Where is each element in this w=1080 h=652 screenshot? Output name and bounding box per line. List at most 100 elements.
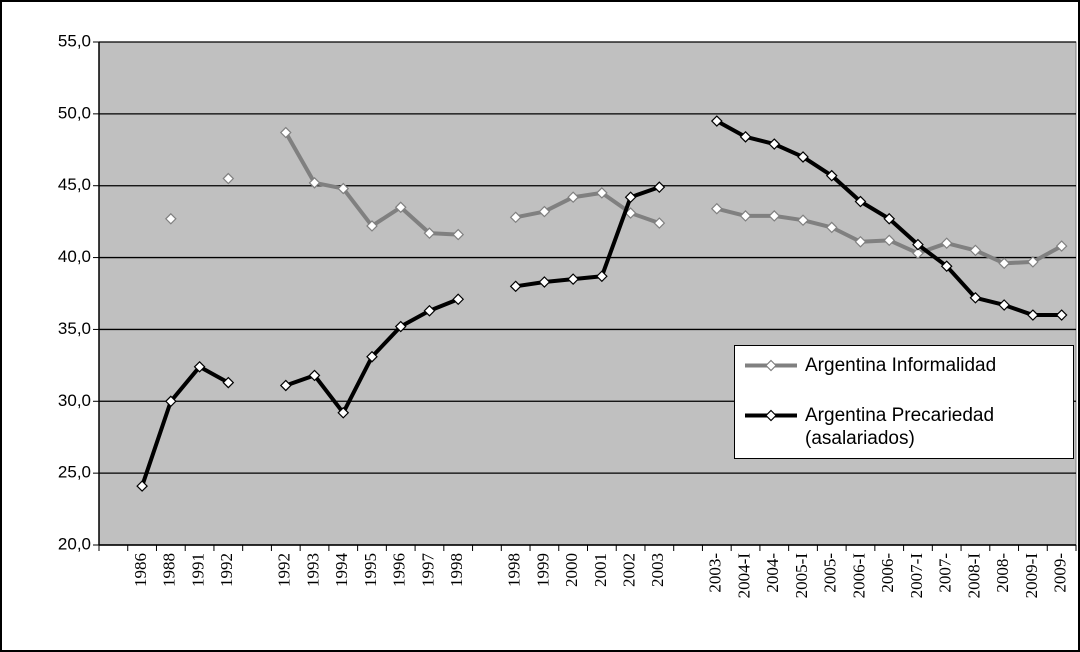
x-tick-label: 1993 — [303, 553, 322, 587]
x-tick-label: 2006- — [878, 553, 897, 593]
x-tick-label: 1992 — [217, 553, 236, 587]
point-marker — [768, 138, 781, 150]
point-marker — [653, 181, 666, 193]
point-marker — [912, 238, 924, 251]
x-tick-label: 2006-I — [849, 553, 868, 599]
x-tick-label: 1992 — [275, 553, 294, 587]
legend-swatch — [745, 409, 797, 422]
point-marker — [394, 320, 407, 333]
y-tick-label: 45,0 — [58, 175, 91, 194]
point-marker — [279, 379, 292, 392]
legend-marker — [765, 409, 777, 422]
y-tick-label: 40,0 — [58, 247, 91, 266]
point-marker — [797, 151, 809, 163]
point-marker — [423, 227, 436, 239]
point-marker — [710, 202, 723, 215]
x-tick-label: 2007- — [936, 553, 955, 593]
x-tick-label: 2001 — [591, 553, 610, 587]
point-marker — [164, 395, 177, 408]
point-marker — [768, 210, 781, 222]
y-tick-label: 30,0 — [58, 391, 91, 410]
x-tick-label: 1999 — [533, 553, 552, 587]
point-marker — [136, 480, 148, 492]
point-marker — [596, 270, 608, 283]
x-tick-label: 2003- — [706, 553, 725, 593]
point-marker — [825, 221, 838, 234]
point-marker — [969, 291, 982, 304]
x-tick-label: 1986 — [131, 553, 150, 587]
point-marker — [998, 257, 1011, 270]
legend-label: Argentina Informalidad — [805, 355, 997, 376]
point-marker — [1055, 309, 1068, 321]
point-marker — [222, 172, 235, 185]
x-tick-label: 2009- — [1051, 553, 1070, 593]
point-marker — [452, 228, 465, 241]
point-marker — [366, 220, 378, 232]
point-marker — [998, 299, 1011, 311]
plot-area — [98, 41, 1077, 546]
y-tick-label: 35,0 — [58, 319, 91, 338]
point-marker — [193, 360, 206, 373]
x-tick-label: 2003 — [648, 553, 667, 587]
x-tick-label: 1996 — [390, 553, 409, 587]
point-marker — [797, 214, 809, 227]
point-marker — [883, 212, 896, 225]
point-marker — [596, 187, 608, 199]
x-tick-label: 1988 — [160, 553, 179, 587]
x-tick-label: 1998 — [447, 553, 466, 587]
x-tick-label: 2002 — [620, 553, 639, 587]
point-marker — [222, 376, 235, 389]
legend-label: Argentina Precariedad (asalariados) — [805, 405, 995, 449]
point-marker — [366, 350, 378, 363]
point-marker — [710, 115, 723, 127]
x-tick-label: 2008- — [993, 553, 1012, 593]
point-marker — [624, 191, 637, 204]
x-tick-label: 1997 — [418, 553, 437, 588]
point-marker — [308, 369, 321, 382]
legend-item: Argentina Informalidad — [743, 354, 1067, 377]
point-marker — [337, 182, 350, 195]
point-marker — [940, 237, 953, 250]
point-marker — [164, 212, 177, 225]
point-marker — [538, 276, 551, 288]
x-tick-label: 1998 — [505, 553, 524, 587]
point-marker — [883, 234, 896, 247]
legend-swatch — [745, 359, 797, 372]
point-marker — [854, 235, 867, 248]
point-marker — [825, 169, 838, 182]
x-tick-label: 2009-I — [1022, 553, 1041, 599]
point-marker — [509, 211, 522, 224]
x-tick-label: 1995 — [361, 553, 380, 587]
point-marker — [509, 280, 522, 293]
x-tick-label: 1994 — [332, 553, 351, 588]
legend-item: Argentina Precariedad (asalariados) — [743, 404, 1067, 450]
x-tick-label: 2000 — [562, 553, 581, 587]
point-marker — [337, 406, 350, 419]
point-marker — [423, 304, 436, 317]
point-marker — [1027, 309, 1039, 321]
legend: Argentina Informalidad Argentina Precarie… — [734, 345, 1074, 459]
point-marker — [1027, 256, 1039, 268]
x-tick-label: 2007-I — [907, 553, 926, 599]
point-marker — [452, 293, 465, 306]
point-marker — [653, 217, 666, 229]
y-tick-label: 25,0 — [58, 463, 91, 482]
y-tick-label: 55,0 — [58, 31, 91, 50]
point-marker — [567, 273, 579, 285]
x-tick-label: 2004- — [763, 553, 782, 593]
point-marker — [940, 260, 953, 273]
legend-marker — [765, 359, 777, 372]
y-tick-label: 20,0 — [58, 534, 91, 553]
point-marker — [1055, 240, 1068, 252]
point-marker — [308, 176, 321, 189]
point-marker — [969, 244, 982, 257]
x-tick-label: 2005-I — [792, 553, 811, 599]
point-marker — [739, 131, 752, 143]
point-marker — [912, 247, 924, 260]
point-marker — [538, 205, 551, 218]
point-marker — [394, 201, 407, 214]
point-marker — [567, 191, 579, 204]
x-tick-label: 1991 — [188, 553, 207, 587]
point-marker — [279, 126, 292, 139]
